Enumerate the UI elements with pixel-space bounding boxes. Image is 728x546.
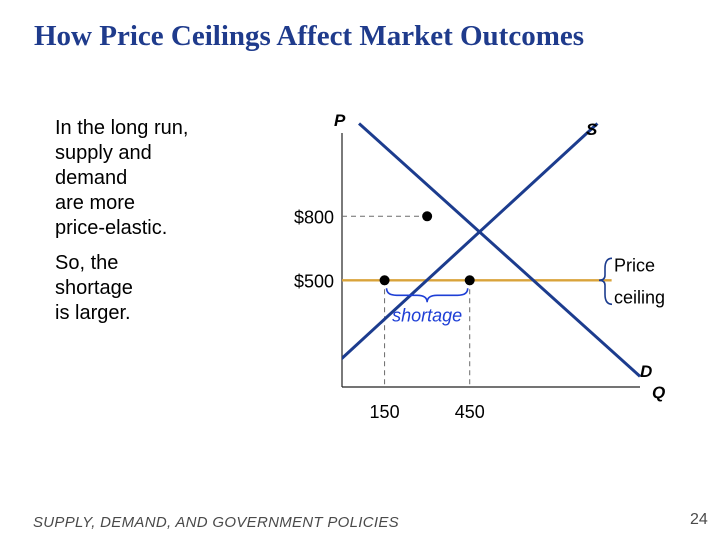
y-axis-label: P	[334, 111, 346, 130]
y-tick-label: $800	[294, 207, 334, 227]
y-tick-label: $500	[294, 271, 334, 291]
explanation-line: is larger.	[55, 302, 131, 324]
explanation-line: demand	[55, 167, 128, 189]
explanation-paragraph-1: In the long run, supply and demand are m…	[55, 116, 265, 241]
equilibrium-point	[422, 211, 433, 222]
demand-curve-label: D	[640, 362, 652, 381]
price-ceiling-label-line2: ceiling	[614, 287, 665, 307]
supply-curve	[342, 122, 599, 361]
explanation-paragraph-2: So, the shortage is larger.	[55, 251, 265, 326]
explanation-line: are more	[55, 192, 136, 214]
x-tick-label: 150	[370, 402, 400, 422]
explanation-line: supply and	[55, 142, 152, 164]
ceiling-point-1	[379, 275, 390, 286]
shortage-label: shortage	[392, 305, 462, 325]
explanation-text: In the long run, supply and demand are m…	[55, 116, 265, 336]
price-ceiling-label-line1: Price	[614, 255, 655, 275]
shortage-brace	[385, 288, 469, 303]
x-tick-label: 450	[455, 402, 485, 422]
explanation-line: So, the	[55, 252, 119, 274]
demand-curve	[358, 122, 642, 378]
x-axis-label: Q	[652, 383, 665, 402]
ceiling-point-2	[464, 275, 475, 286]
footer-text: SUPPLY, DEMAND, AND GOVERNMENT POLICIES	[33, 514, 399, 531]
page-number: 24	[690, 511, 708, 528]
explanation-line: shortage	[55, 277, 133, 299]
price-ceiling-brace	[598, 257, 613, 306]
slide-title: How Price Ceilings Affect Market Outcome…	[34, 20, 585, 52]
supply-curve-label: S	[586, 120, 598, 139]
explanation-line: price-elastic.	[55, 217, 168, 239]
explanation-line: In the long run,	[55, 117, 189, 139]
